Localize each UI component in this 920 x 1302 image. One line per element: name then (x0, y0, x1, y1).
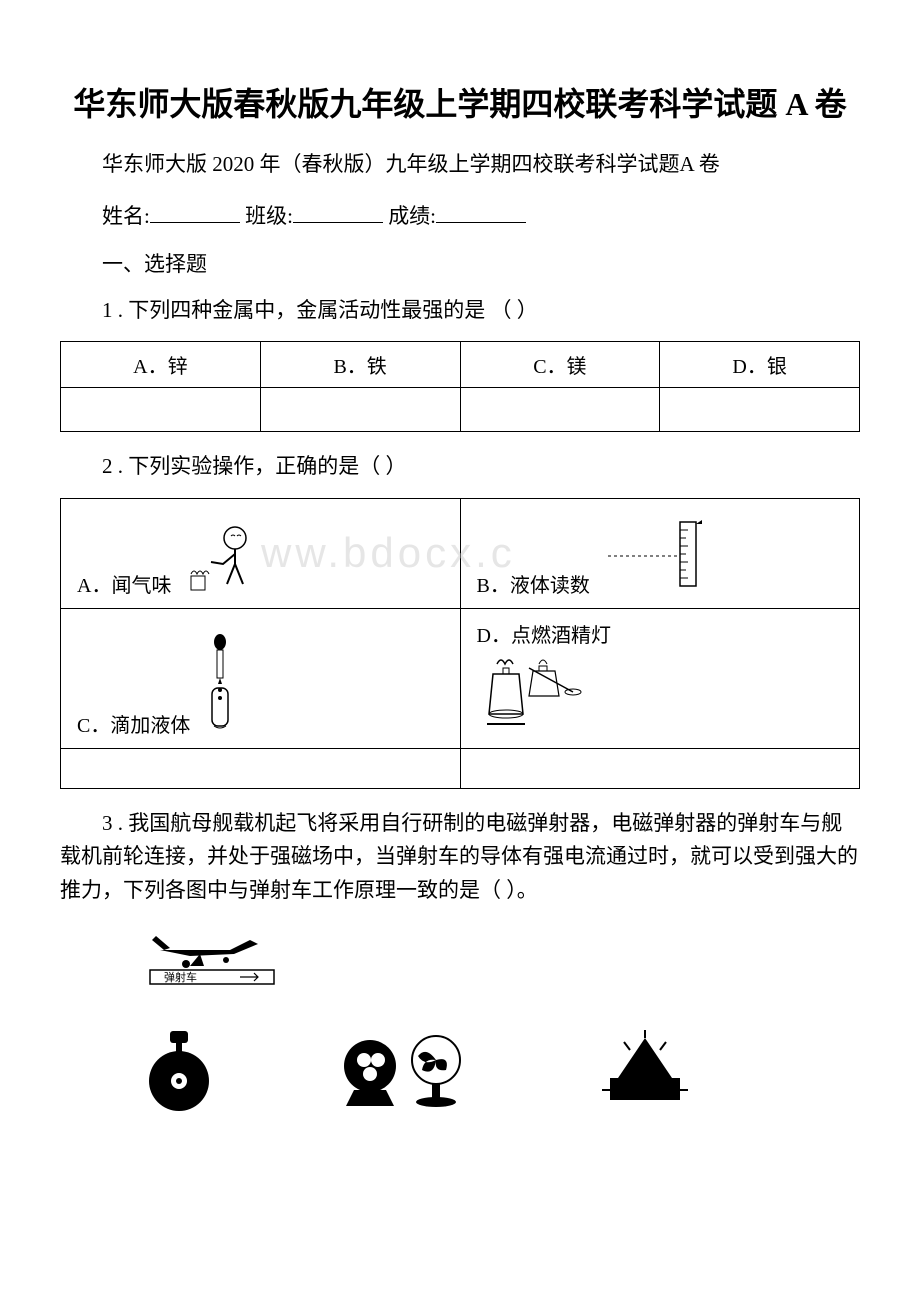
q2-blank-right (460, 748, 860, 788)
q2-option-d-label: D．点燃酒精灯 (477, 619, 611, 648)
score-blank[interactable] (436, 202, 526, 223)
smell-gas-icon (181, 524, 257, 598)
dropper-icon (200, 632, 240, 738)
q3-options-row (140, 1027, 860, 1118)
student-info-line: 姓名: 班级: 成绩: (60, 200, 860, 230)
name-label: 姓名: (102, 204, 150, 228)
question-3-text: 3 . 我国航母舰载机起飞将采用自行研制的电磁弹射器，电磁弹射器的弹射车与舰载机… (60, 807, 860, 908)
q1-option-c: C．镁 (460, 342, 660, 388)
score-label: 成绩: (388, 204, 436, 228)
class-blank[interactable] (293, 202, 383, 223)
motor-fan-icon (340, 1030, 480, 1115)
q2-cell-a: ww.bdocx.c A．闻气味 (61, 498, 461, 608)
electric-bell-icon (140, 1027, 220, 1118)
galvanometer-icon (600, 1030, 690, 1115)
q1-blank-c (460, 388, 660, 432)
q1-option-d: D．银 (660, 342, 860, 388)
q1-blank-b (260, 388, 460, 432)
svg-text:弹射车: 弹射车 (164, 970, 197, 984)
aircraft-on-catapult-icon: 弹射车 (140, 922, 280, 997)
question-2-options-table: ww.bdocx.c A．闻气味 B．液体读数 (60, 498, 860, 789)
read-liquid-icon (600, 516, 710, 598)
alcohol-lamp-icon (477, 654, 587, 738)
q1-blank-d (660, 388, 860, 432)
q1-option-b: B．铁 (260, 342, 460, 388)
q3-aircraft-diagram: 弹射车 (140, 922, 860, 997)
class-label: 班级: (245, 204, 293, 228)
q2-cell-d: D．点燃酒精灯 (460, 608, 860, 748)
question-1-text: 1 . 下列四种金属中，金属活动性最强的是 （ ） (60, 294, 860, 328)
section-header: 一、选择题 (60, 248, 860, 278)
q2-option-c-label: C．滴加液体 (77, 709, 190, 738)
page-title: 华东师大版春秋版九年级上学期四校联考科学试题 A 卷 (60, 80, 860, 128)
q1-option-a: A．锌 (61, 342, 261, 388)
q2-option-a-label: A．闻气味 (77, 569, 171, 598)
name-blank[interactable] (150, 202, 240, 223)
question-2-text: 2 . 下列实验操作，正确的是（ ） (60, 450, 860, 484)
q2-cell-c: C．滴加液体 (61, 608, 461, 748)
q1-blank-a (61, 388, 261, 432)
q2-option-b-label: B．液体读数 (477, 569, 590, 598)
question-1-options-table: A．锌 B．铁 C．镁 D．银 (60, 341, 860, 432)
subtitle-text: 华东师大版 2020 年（春秋版）九年级上学期四校联考科学试题A 卷 (60, 148, 860, 182)
q2-blank-left (61, 748, 461, 788)
q2-cell-b: B．液体读数 (460, 498, 860, 608)
